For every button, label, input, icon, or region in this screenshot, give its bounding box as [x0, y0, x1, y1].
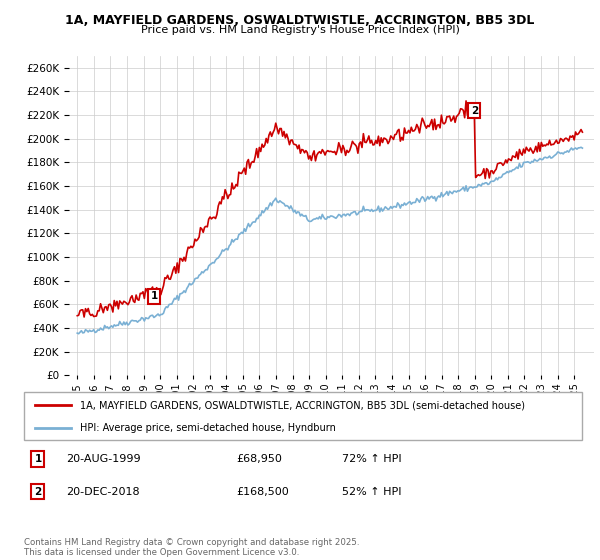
Text: 1: 1 [151, 291, 158, 301]
Text: HPI: Average price, semi-detached house, Hyndburn: HPI: Average price, semi-detached house,… [80, 423, 335, 433]
Text: 2: 2 [470, 106, 478, 116]
Text: 1: 1 [34, 454, 41, 464]
Text: Price paid vs. HM Land Registry's House Price Index (HPI): Price paid vs. HM Land Registry's House … [140, 25, 460, 35]
Text: £168,500: £168,500 [236, 487, 289, 497]
Text: Contains HM Land Registry data © Crown copyright and database right 2025.
This d: Contains HM Land Registry data © Crown c… [24, 538, 359, 557]
Text: 1A, MAYFIELD GARDENS, OSWALDTWISTLE, ACCRINGTON, BB5 3DL (semi-detached house): 1A, MAYFIELD GARDENS, OSWALDTWISTLE, ACC… [80, 400, 525, 410]
Text: 2: 2 [34, 487, 41, 497]
Text: 20-DEC-2018: 20-DEC-2018 [66, 487, 139, 497]
Text: 1A, MAYFIELD GARDENS, OSWALDTWISTLE, ACCRINGTON, BB5 3DL: 1A, MAYFIELD GARDENS, OSWALDTWISTLE, ACC… [65, 14, 535, 27]
Text: 72% ↑ HPI: 72% ↑ HPI [342, 454, 401, 464]
Text: 20-AUG-1999: 20-AUG-1999 [66, 454, 140, 464]
Text: 52% ↑ HPI: 52% ↑ HPI [342, 487, 401, 497]
Text: £68,950: £68,950 [236, 454, 282, 464]
FancyBboxPatch shape [24, 392, 582, 440]
